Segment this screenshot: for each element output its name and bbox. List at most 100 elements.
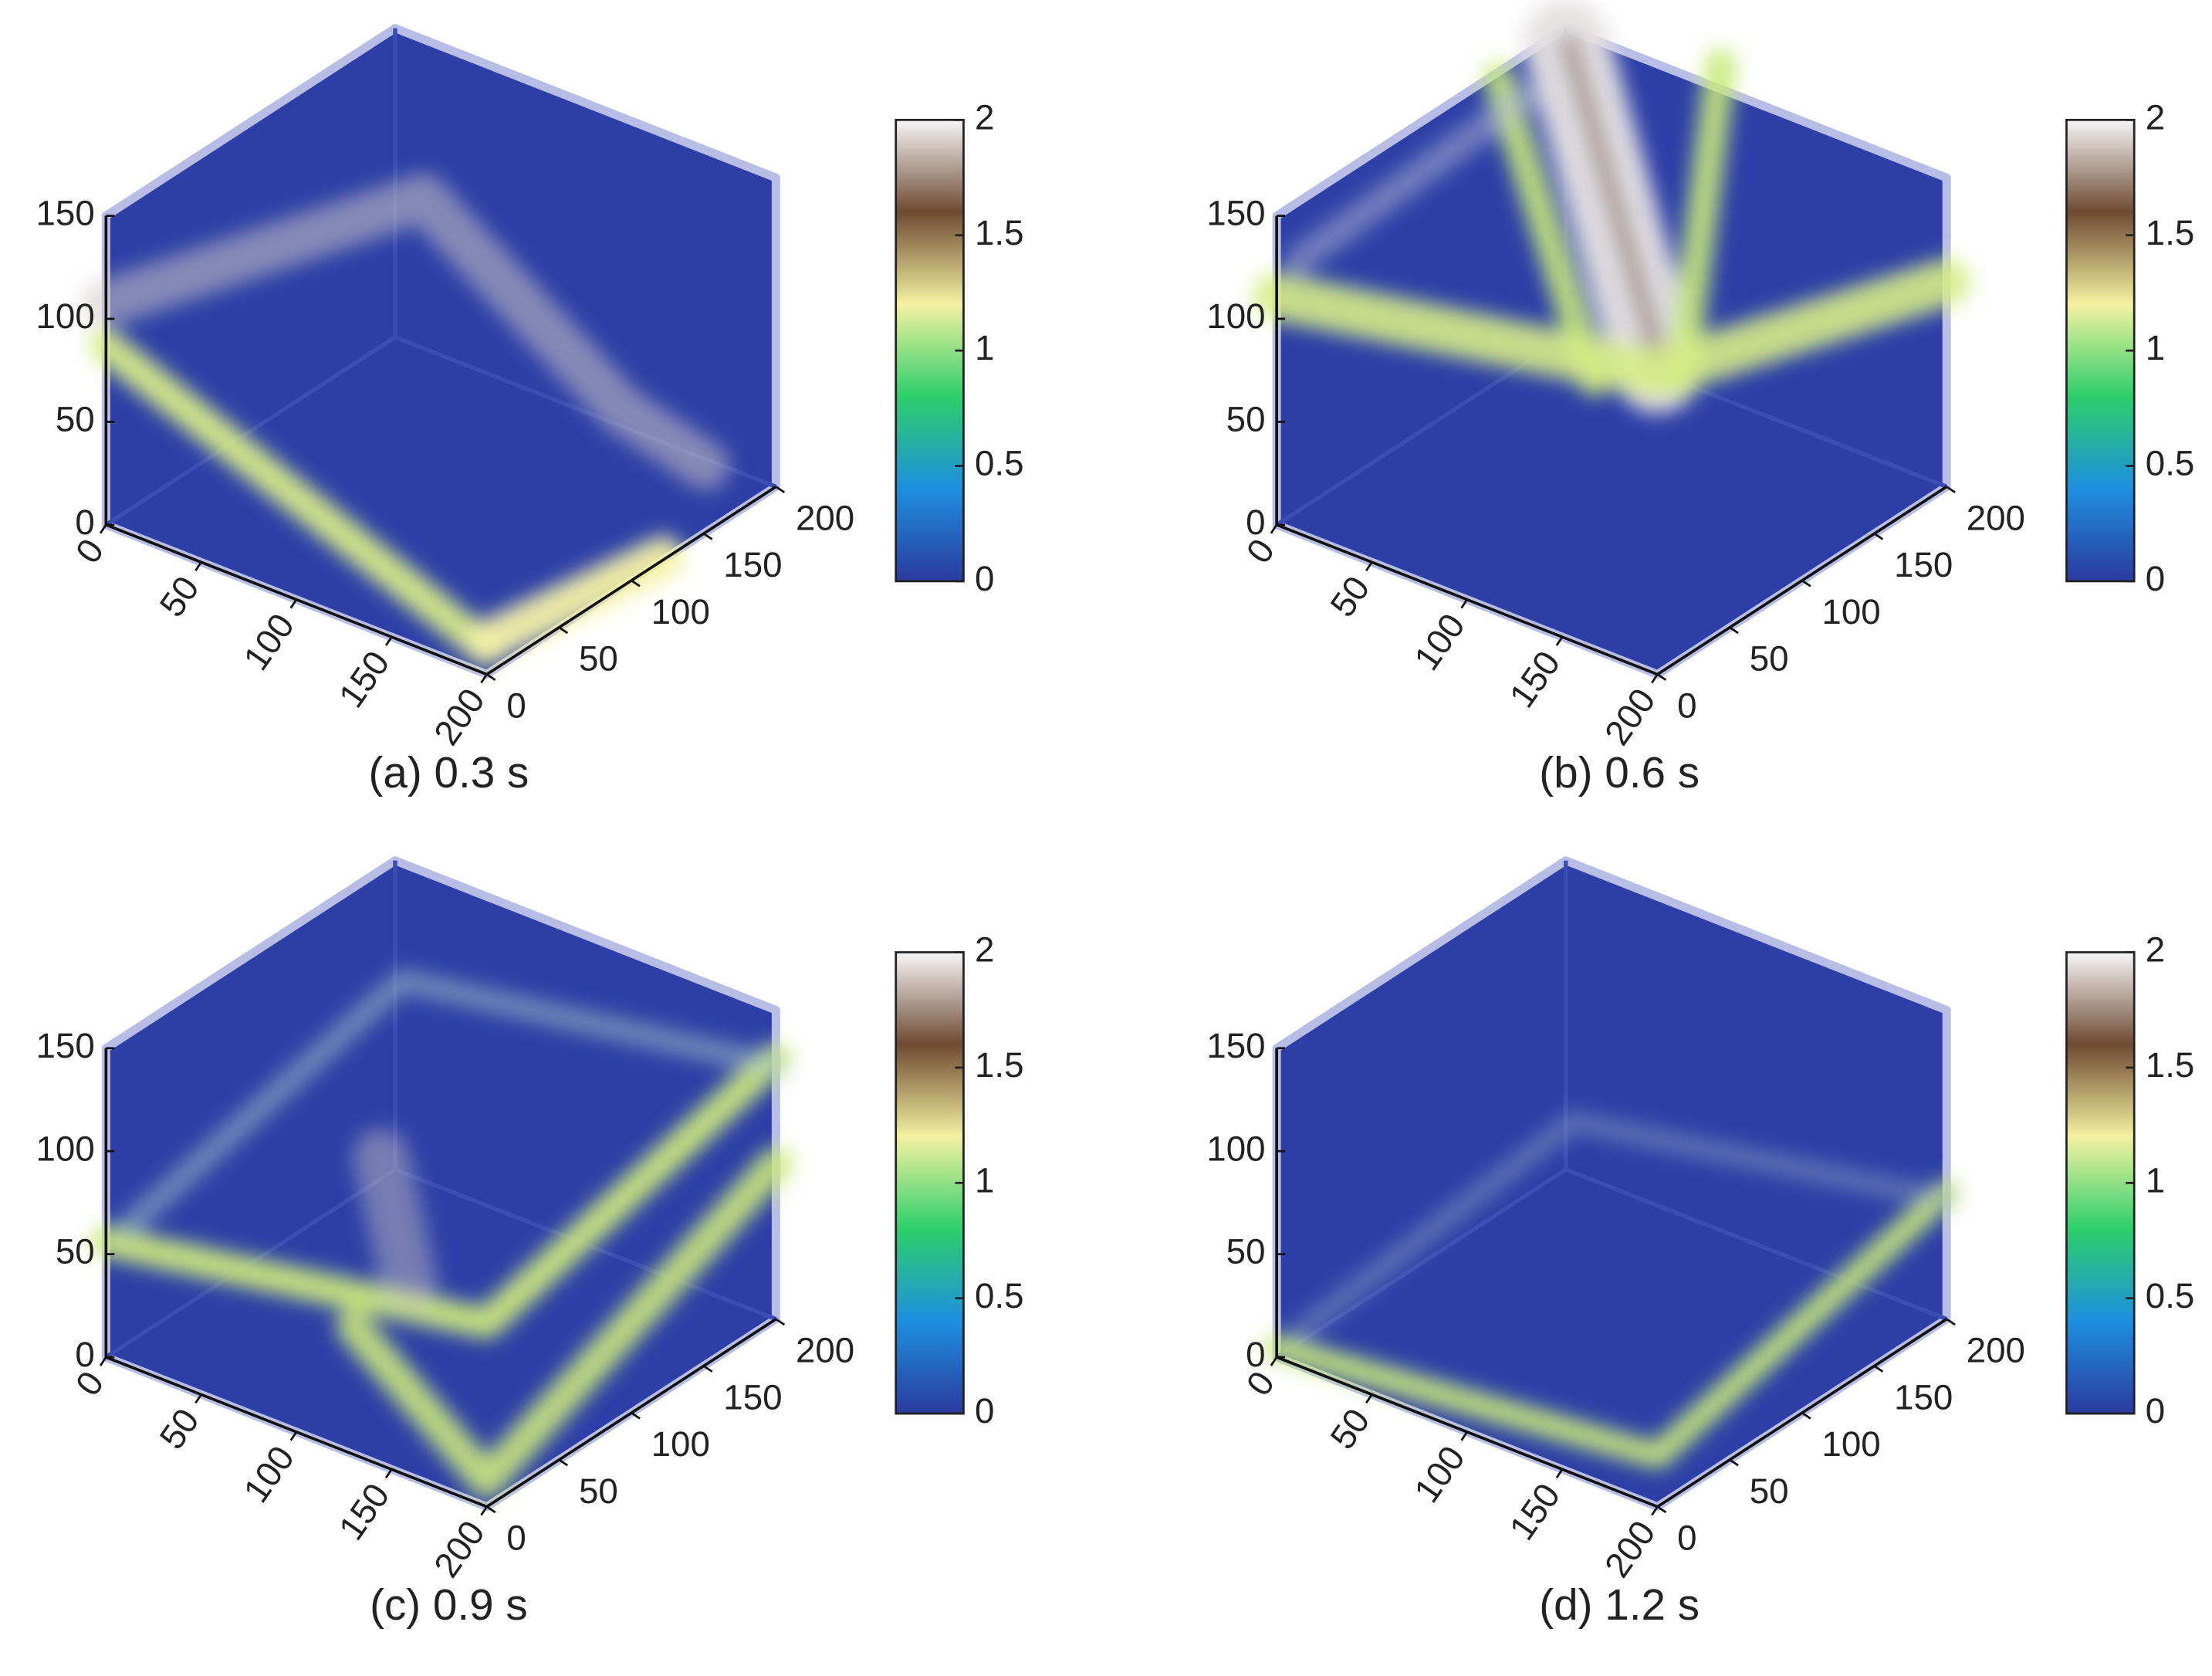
y-tick-label: 50 bbox=[579, 1471, 618, 1511]
colorbar-tick-label: 1 bbox=[2146, 328, 2165, 367]
y-tick bbox=[1946, 486, 1956, 493]
wave-band bbox=[1287, 1112, 1957, 1343]
y-tick-label: 150 bbox=[723, 545, 782, 584]
x-tick-label: 150 bbox=[331, 1476, 397, 1547]
z-tick-label: 0 bbox=[1246, 1335, 1265, 1374]
y-tick bbox=[631, 1412, 641, 1420]
wave-band bbox=[82, 173, 730, 490]
y-tick bbox=[1946, 1318, 1956, 1326]
y-tick-label: 150 bbox=[723, 1377, 782, 1417]
wave-band bbox=[89, 328, 504, 666]
panel-caption: (c) 0.9 s bbox=[370, 1581, 528, 1630]
colorbar-tick-label: 0.5 bbox=[2146, 1276, 2195, 1315]
panel-caption: (b) 0.6 s bbox=[1539, 749, 1700, 797]
colorbar-tick-label: 1.5 bbox=[2146, 1045, 2195, 1085]
colorbar-tick-label: 0 bbox=[975, 1391, 994, 1431]
x-tick bbox=[480, 1505, 488, 1516]
y-tick bbox=[1656, 1505, 1667, 1514]
y-tick-label: 50 bbox=[1750, 1471, 1789, 1511]
y-tick bbox=[485, 673, 496, 681]
x-tick bbox=[1460, 1431, 1468, 1441]
z-tick-label: 50 bbox=[1226, 1232, 1266, 1271]
x-tick bbox=[1270, 524, 1278, 534]
wave-band bbox=[336, 1146, 793, 1498]
x-tick bbox=[1365, 1393, 1373, 1404]
y-tick-label: 50 bbox=[1750, 639, 1789, 679]
x-tick-label: 50 bbox=[152, 569, 207, 624]
y-tick-label: 150 bbox=[1894, 545, 1953, 584]
z-tick-label: 50 bbox=[56, 399, 95, 438]
colorbar-tick-label: 1 bbox=[975, 1160, 994, 1200]
y-tick bbox=[775, 1318, 786, 1326]
x-tick-label: 100 bbox=[1406, 1439, 1472, 1510]
y-tick bbox=[702, 533, 713, 540]
colorbar-tick-label: 0 bbox=[2146, 559, 2165, 598]
x-tick bbox=[1555, 636, 1564, 646]
x-tick-label: 150 bbox=[331, 644, 397, 715]
z-tick-label: 150 bbox=[36, 1026, 95, 1065]
x-tick-label: 150 bbox=[1502, 1476, 1568, 1547]
x-tick-label: 200 bbox=[1597, 682, 1662, 753]
y-tick-label: 200 bbox=[1967, 1331, 2025, 1370]
colorbar-tick-label: 2 bbox=[2146, 930, 2165, 970]
volume bbox=[101, 24, 780, 679]
y-tick-label: 200 bbox=[796, 498, 854, 537]
colorbar bbox=[895, 118, 965, 583]
x-tick bbox=[384, 636, 393, 646]
colorbar bbox=[2065, 951, 2136, 1415]
wave-band bbox=[353, 1128, 438, 1312]
z-tick-label: 150 bbox=[1206, 194, 1265, 233]
wave-band bbox=[465, 536, 685, 663]
z-tick-label: 0 bbox=[1246, 503, 1265, 542]
z-tick-label: 0 bbox=[75, 1335, 94, 1374]
x-tick-label: 50 bbox=[152, 1401, 207, 1456]
x-tick bbox=[480, 673, 488, 684]
z-tick-label: 0 bbox=[75, 503, 94, 542]
z-tick-label: 50 bbox=[1226, 399, 1266, 438]
y-tick bbox=[1729, 1458, 1739, 1467]
x-tick bbox=[384, 1468, 393, 1479]
wave-band bbox=[1263, 1179, 1960, 1469]
z-tick-label: 100 bbox=[1206, 1129, 1265, 1168]
y-tick bbox=[558, 1458, 569, 1467]
wave-bands bbox=[1253, 0, 1971, 414]
y-tick-label: 200 bbox=[1967, 498, 2025, 537]
x-tick-label: 200 bbox=[426, 682, 492, 753]
y-tick bbox=[702, 1365, 713, 1373]
colorbar bbox=[895, 951, 965, 1415]
y-tick-label: 100 bbox=[651, 592, 710, 631]
colorbar-tick-label: 2 bbox=[975, 97, 994, 137]
panel-caption: (d) 1.2 s bbox=[1539, 1581, 1700, 1630]
x-tick-label: 100 bbox=[236, 1439, 302, 1510]
y-tick-label: 100 bbox=[1821, 592, 1880, 631]
x-tick-label: 200 bbox=[1597, 1514, 1662, 1585]
x-tick bbox=[99, 524, 107, 534]
y-tick bbox=[631, 579, 641, 587]
colorbar-tick-label: 0 bbox=[2146, 1391, 2165, 1431]
wave-bands bbox=[82, 173, 730, 666]
z-tick-label: 150 bbox=[36, 194, 95, 233]
y-tick-label: 100 bbox=[1821, 1424, 1880, 1464]
colorbar-tick-label: 0.5 bbox=[2146, 444, 2195, 483]
x-tick-label: 100 bbox=[236, 607, 302, 678]
y-tick bbox=[1801, 579, 1811, 587]
colorbar-tick-label: 0.5 bbox=[975, 444, 1024, 483]
y-tick-label: 50 bbox=[579, 639, 618, 679]
y-tick bbox=[485, 1505, 496, 1514]
y-tick bbox=[1656, 673, 1667, 681]
wave-bands bbox=[90, 969, 793, 1498]
colorbar-tick-label: 2 bbox=[975, 930, 994, 970]
y-tick bbox=[1873, 533, 1884, 540]
y-tick-label: 0 bbox=[1677, 686, 1696, 725]
colorbar bbox=[2065, 118, 2136, 583]
wave-band bbox=[1561, 35, 1669, 377]
x-tick-label: 100 bbox=[1406, 607, 1472, 678]
z-tick-label: 100 bbox=[1206, 296, 1265, 336]
z-tick-label: 150 bbox=[1206, 1026, 1265, 1065]
wave-bands bbox=[1263, 1112, 1960, 1469]
x-tick bbox=[99, 1356, 107, 1366]
